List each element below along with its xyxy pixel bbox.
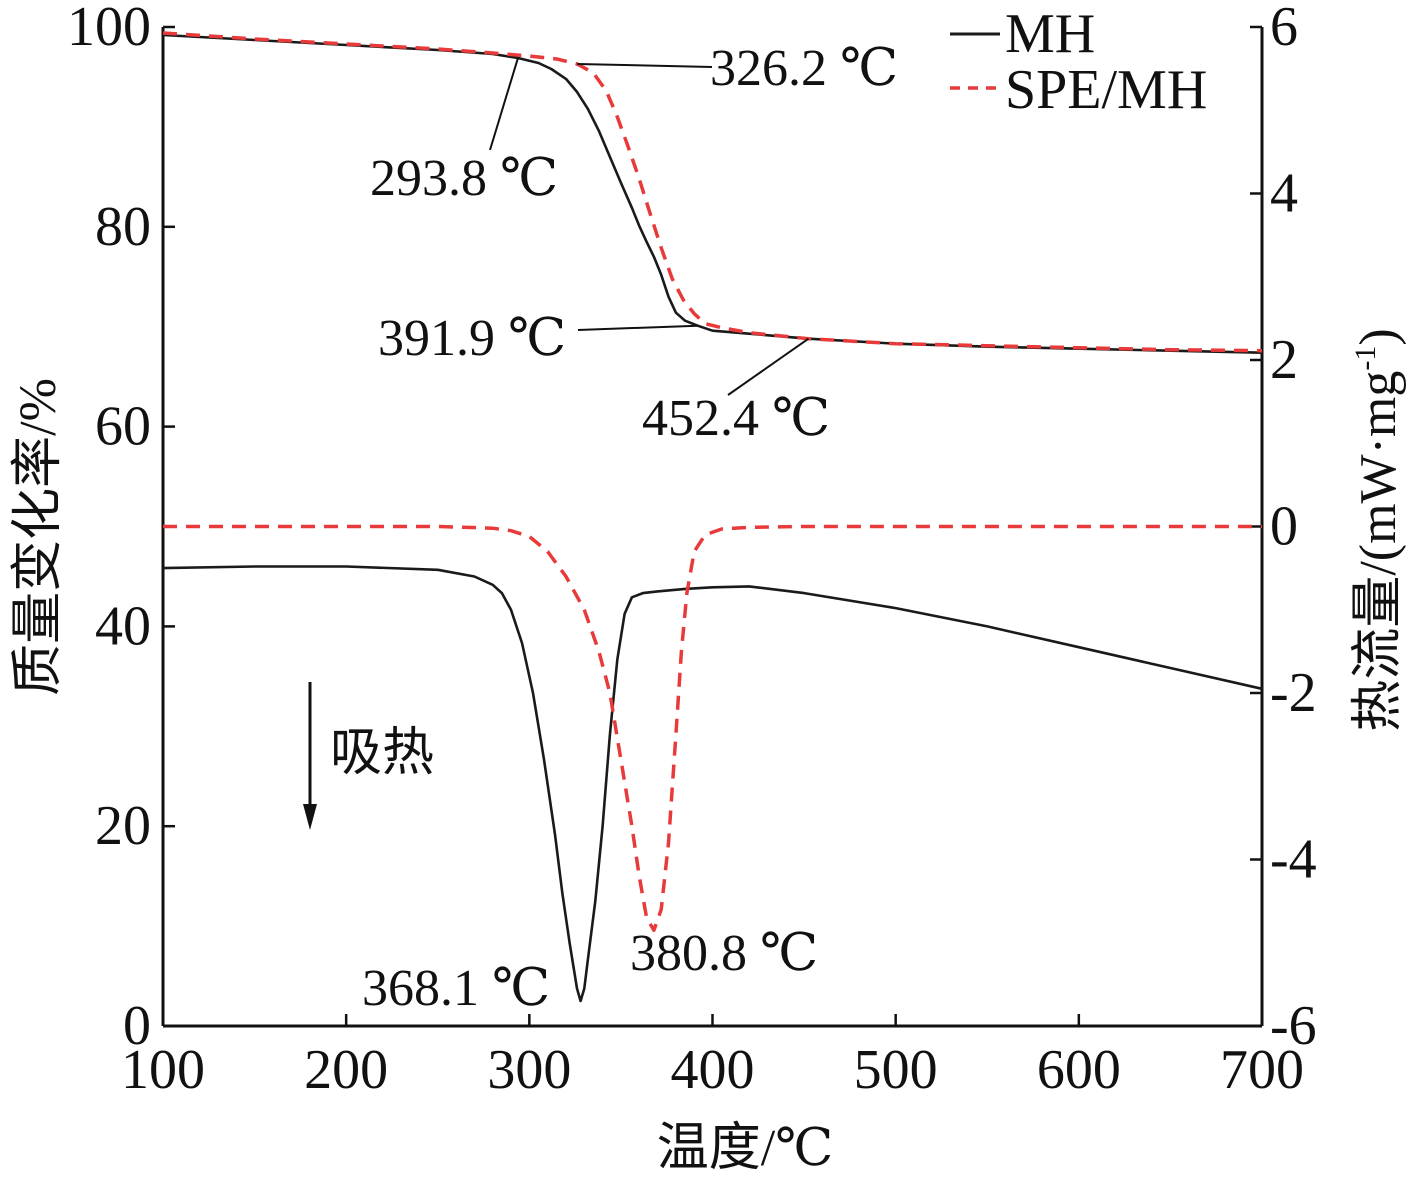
x-tick-label: 600 <box>1037 1039 1121 1101</box>
legend-label-mh: MH <box>1005 3 1095 65</box>
annotation-leader-line <box>489 57 519 151</box>
y-axis-left-label: 质量变化率/% <box>10 378 67 696</box>
series-spe-mh-dsc-line <box>163 524 1262 933</box>
annotation-layer: 293.8 ℃ 326.2 ℃ 391.9 ℃ 452.4 ℃ 368.1 ℃ 380.8… <box>362 40 898 1017</box>
x-tick-label: 300 <box>487 1039 571 1101</box>
series-layer <box>162 31 1263 1003</box>
y-left-tick-label: 0 <box>123 995 151 1057</box>
y-axis-right: -6 -4 -2 0 2 4 6 <box>1250 0 1317 1057</box>
x-tick-label: 700 <box>1220 1039 1304 1101</box>
y-left-tick-label: 80 <box>95 196 151 258</box>
x-tick-label: 200 <box>304 1039 388 1101</box>
annotation-label: 380.8 ℃ <box>630 925 818 982</box>
annotation-leader-line <box>577 62 713 68</box>
legend-item-mh: MH <box>950 3 1095 65</box>
endotherm-indicator: 吸热 <box>303 682 434 830</box>
y-left-tick-label: 20 <box>95 795 151 857</box>
annotation-leader-line <box>577 324 698 331</box>
y-left-tick-label: 100 <box>67 0 151 58</box>
y-axis-right-label: 热流量/(mW·mg-1) <box>1349 328 1407 731</box>
legend: MH SPE/MH <box>950 3 1207 121</box>
y-right-tick-label: -6 <box>1270 995 1317 1057</box>
annotation-label: 452.4 ℃ <box>642 390 830 447</box>
x-tick-label: 400 <box>671 1039 755 1101</box>
x-axis: 100 200 300 400 500 600 700 <box>121 1014 1304 1101</box>
y-axis-left: 0 20 40 60 80 100 <box>67 0 175 1057</box>
endotherm-label: 吸热 <box>330 725 434 782</box>
y-right-tick-label: -2 <box>1270 662 1317 724</box>
annotation-label: 326.2 ℃ <box>710 40 898 97</box>
y-right-tick-label: 0 <box>1270 496 1298 558</box>
series-spe-mh-tg-line <box>162 31 1263 353</box>
y-left-tick-label: 60 <box>95 396 151 458</box>
y-right-tick-label: 4 <box>1270 163 1298 225</box>
annotation-label: 368.1 ℃ <box>362 960 550 1017</box>
annotation-label: 293.8 ℃ <box>370 150 558 207</box>
series-mh-dsc-line <box>162 565 1263 1003</box>
y-right-tick-label: 2 <box>1270 329 1298 391</box>
legend-item-spe-mh: SPE/MH <box>950 59 1207 121</box>
x-axis-label: 温度/℃ <box>657 1120 834 1177</box>
y-right-tick-label: 6 <box>1270 0 1298 58</box>
y-left-tick-label: 40 <box>95 595 151 657</box>
legend-label-spe-mh: SPE/MH <box>1005 59 1207 121</box>
endotherm-arrow-head <box>303 804 317 830</box>
annotation-leader-line <box>727 337 810 396</box>
annotation-label: 391.9 ℃ <box>378 310 566 367</box>
x-tick-label: 500 <box>854 1039 938 1101</box>
y-right-tick-label: -4 <box>1270 829 1317 891</box>
x-tick-label: 100 <box>121 1039 205 1101</box>
